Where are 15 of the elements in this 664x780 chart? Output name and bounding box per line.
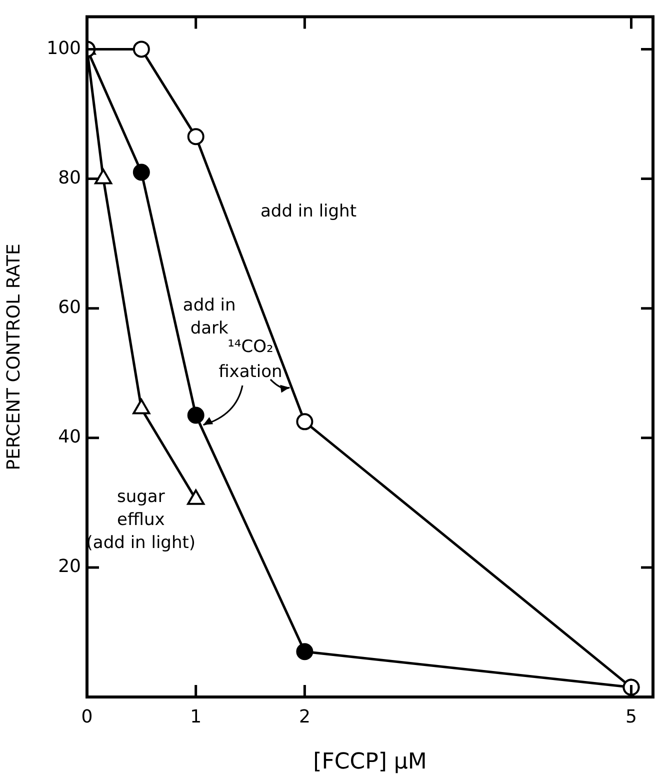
- y-tick-label: 80: [58, 167, 81, 188]
- y-axis-title: PERCENT CONTROL RATE: [3, 244, 24, 470]
- y-tick-label: 40: [58, 426, 81, 448]
- x-tick-label: 0: [81, 706, 93, 728]
- x-tick-label: 5: [626, 706, 637, 728]
- y-tick-label: 20: [58, 556, 81, 578]
- x-axis-title: [FCCP] μM: [313, 750, 427, 775]
- y-tick-label: 60: [58, 296, 81, 318]
- series-label: add in dark: [182, 295, 236, 338]
- y-tick-label: 100: [46, 38, 81, 59]
- x-tick-label: 2: [298, 706, 310, 728]
- series-label: add in light: [260, 202, 357, 222]
- x-tick-label: 1: [190, 706, 202, 728]
- series-label: sugar efflux (add in light): [86, 486, 196, 553]
- annotation: ¹⁴CO₂ fixation: [218, 336, 282, 382]
